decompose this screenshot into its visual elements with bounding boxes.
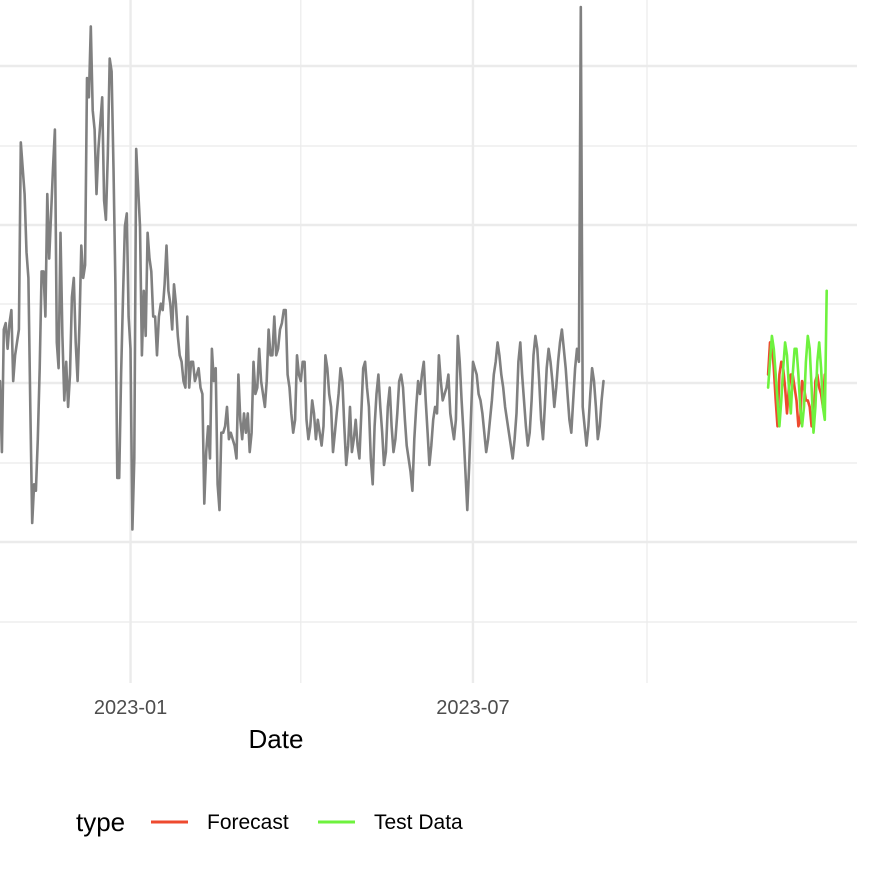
x-tick-label: 2023-07 <box>436 697 509 719</box>
x-tick-label: 2023-01 <box>94 697 167 719</box>
x-axis: 2023-01 2023-07 <box>94 697 510 719</box>
x-axis-title: Date <box>249 724 304 754</box>
legend: type Forecast Test Data <box>76 807 463 837</box>
series-line-history <box>0 5 605 531</box>
legend-label-forecast: Forecast <box>207 811 289 834</box>
legend-title: type <box>76 807 125 837</box>
series-line-test-data <box>766 289 828 434</box>
grid <box>0 0 857 683</box>
series-layer <box>0 5 828 531</box>
legend-label-test-data: Test Data <box>374 811 463 834</box>
